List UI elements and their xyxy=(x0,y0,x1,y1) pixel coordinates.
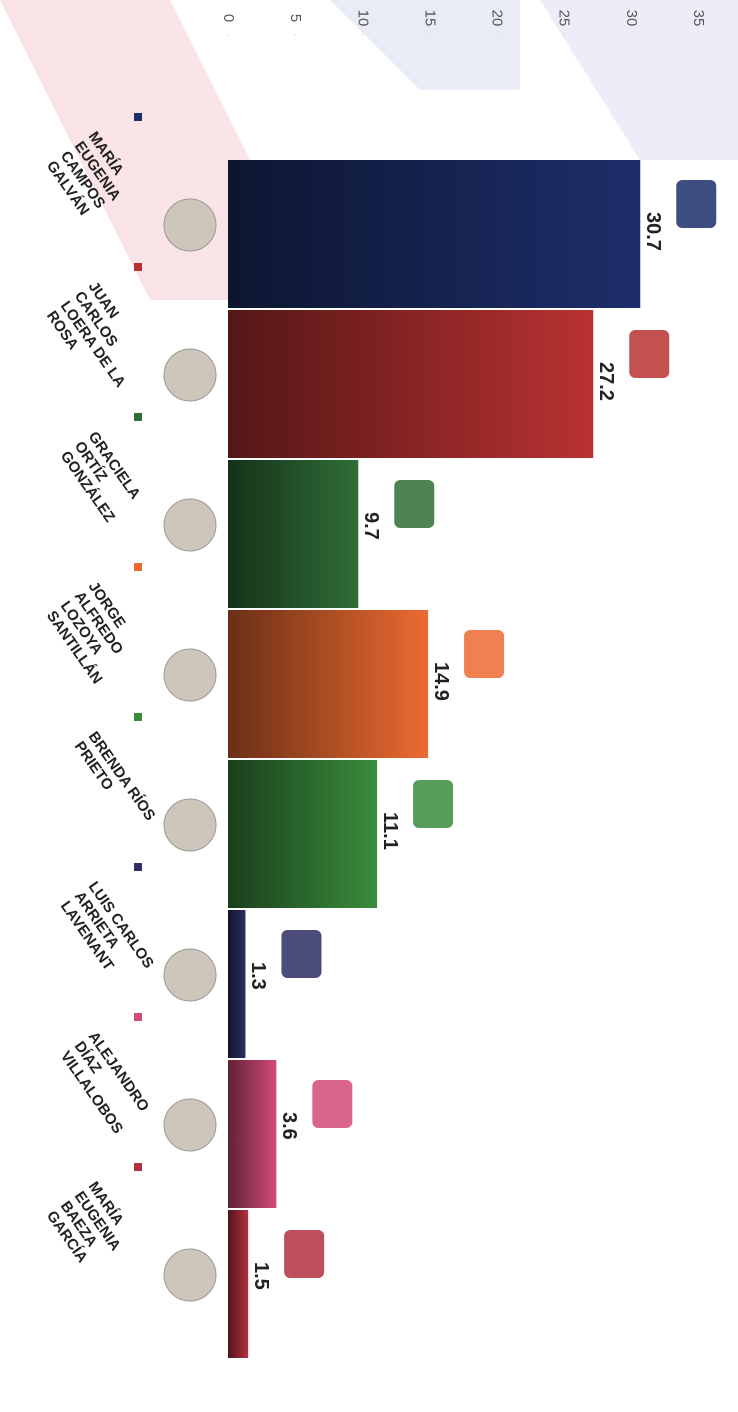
legend-dot xyxy=(134,1163,142,1171)
bar-shade xyxy=(228,310,594,458)
candidate-photo xyxy=(163,198,217,252)
y-tick-label: 0 xyxy=(220,14,237,22)
value-label: 1.5 xyxy=(250,1262,272,1290)
party-logo xyxy=(676,180,717,228)
y-tick-label: 10 xyxy=(354,10,371,27)
party-logo xyxy=(284,1230,325,1278)
party-logo xyxy=(312,1080,353,1128)
y-tick-label: 15 xyxy=(421,10,438,27)
candidate-photo xyxy=(163,498,217,552)
bar-shade xyxy=(228,760,378,908)
y-tick-label: 5 xyxy=(287,14,304,22)
legend-dot xyxy=(134,413,142,421)
value-label: 9.7 xyxy=(360,512,382,540)
value-label: 30.7 xyxy=(642,212,664,251)
bar-shade xyxy=(228,1210,249,1358)
legend-dot xyxy=(134,713,142,721)
y-tick-label: 30 xyxy=(623,10,640,27)
legend-dot xyxy=(134,263,142,271)
value-label: 1.3 xyxy=(247,962,269,990)
candidate-photo xyxy=(163,1098,217,1152)
bar-shade xyxy=(228,460,359,608)
bar-shade xyxy=(228,160,641,308)
bar-shade xyxy=(228,610,429,758)
value-label: 27.2 xyxy=(595,362,617,401)
legend-dot xyxy=(134,563,142,571)
bar-shade xyxy=(228,910,246,1058)
bar-shade xyxy=(228,1060,277,1208)
candidate-photo xyxy=(163,948,217,1002)
party-logo xyxy=(629,330,670,378)
value-label: 11.1 xyxy=(379,812,401,850)
candidate-photo xyxy=(163,798,217,852)
y-tick-label: 35 xyxy=(690,10,707,27)
value-label: 3.6 xyxy=(278,1112,300,1140)
party-logo xyxy=(281,930,322,978)
candidate-photo xyxy=(163,348,217,402)
y-tick-label: 20 xyxy=(489,10,506,27)
candidate-photo xyxy=(163,1248,217,1302)
legend-dot xyxy=(134,1013,142,1021)
legend-dot xyxy=(134,113,142,121)
y-tick-label: 25 xyxy=(556,10,573,27)
legend-dot xyxy=(134,863,142,871)
party-logo xyxy=(394,480,435,528)
party-logo xyxy=(413,780,454,828)
candidate-photo xyxy=(163,648,217,702)
party-logo xyxy=(464,630,505,678)
value-label: 14.9 xyxy=(430,662,452,701)
